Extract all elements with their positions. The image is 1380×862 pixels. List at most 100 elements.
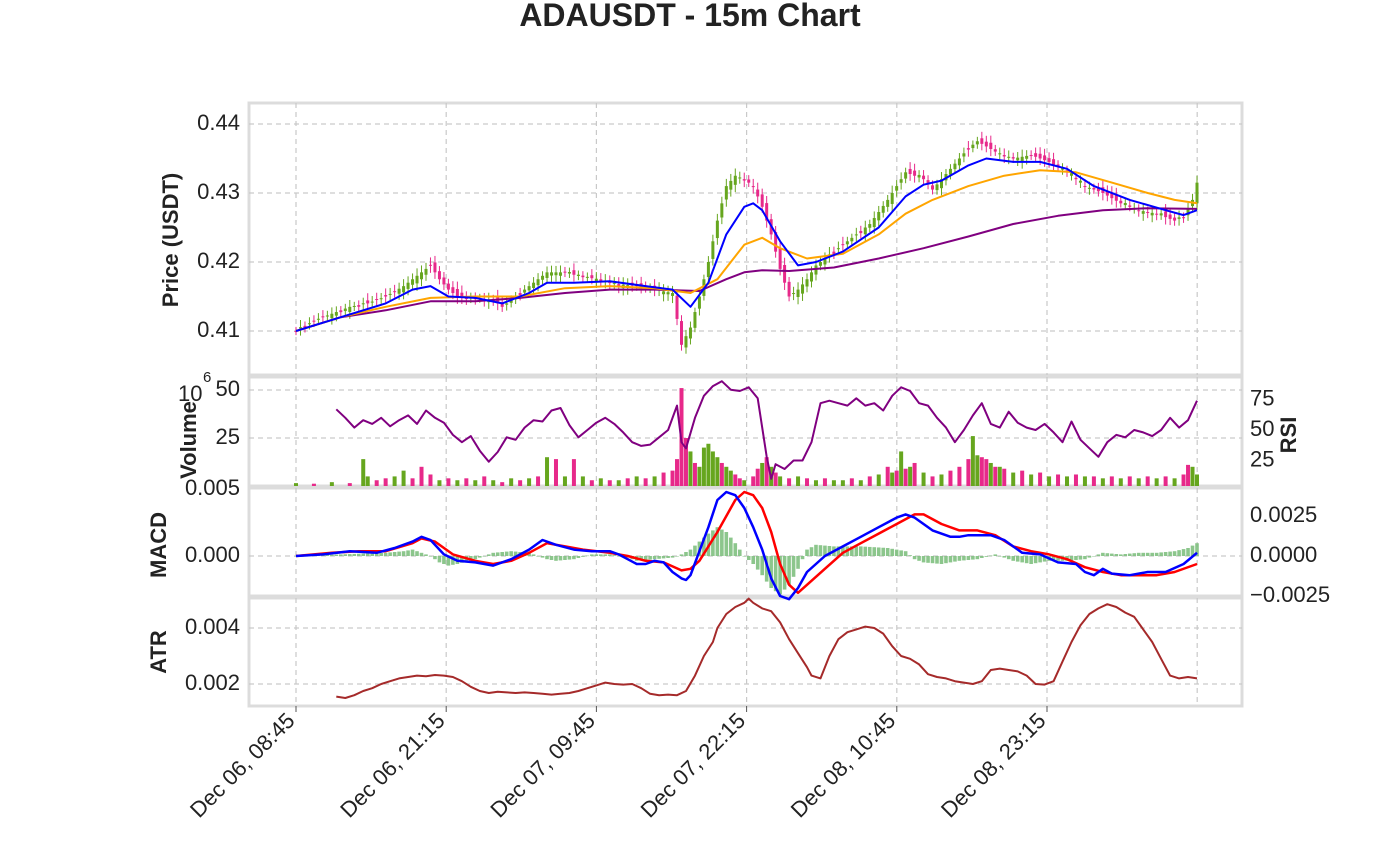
- macd-panel-frame: [247, 486, 1244, 598]
- candle-body: [688, 327, 692, 339]
- macd-histogram-bar: [948, 556, 953, 563]
- macd-histogram-bar: [957, 556, 962, 561]
- macd-histogram-bar: [509, 551, 513, 556]
- macd-histogram-bar: [330, 554, 334, 556]
- candle-body: [339, 310, 343, 313]
- rsi-tick-label: 25: [1250, 446, 1274, 471]
- candle-body: [868, 224, 872, 228]
- candle-body: [599, 279, 603, 282]
- macd-histogram-bar: [773, 556, 778, 592]
- macd-histogram-bar: [778, 556, 782, 595]
- candle-body: [388, 293, 392, 295]
- candle-body: [446, 283, 450, 290]
- volume-bar: [697, 466, 702, 486]
- volume-bar: [1029, 474, 1034, 486]
- volume-bar: [675, 459, 680, 486]
- candle-body: [585, 276, 589, 278]
- volume-bar: [939, 474, 944, 486]
- volume-bar: [1065, 476, 1070, 486]
- candle-body: [801, 284, 805, 294]
- candle-body: [366, 300, 370, 304]
- macd-histogram-bar: [693, 545, 697, 556]
- candle-body: [953, 163, 957, 170]
- macd-histogram-bar: [1006, 556, 1011, 560]
- macd-histogram-bar: [800, 556, 805, 560]
- volume-bar: [1002, 468, 1007, 486]
- candle-body: [1186, 208, 1190, 216]
- macd-histogram-bar: [1038, 556, 1042, 563]
- macd-histogram-bar: [729, 537, 733, 556]
- macd-histogram-bar: [643, 556, 648, 560]
- macd-histogram-bar: [966, 556, 971, 560]
- candle-body: [675, 295, 679, 319]
- volume-bar: [1011, 472, 1016, 486]
- macd-histogram-bar: [733, 543, 738, 556]
- macd-histogram-bar: [576, 556, 581, 558]
- volume-bar: [1154, 478, 1159, 486]
- macd-histogram-bar: [1029, 556, 1033, 564]
- volume-bar: [361, 459, 366, 486]
- candle-body: [1096, 188, 1100, 192]
- volume-bar: [589, 480, 594, 486]
- volume-bar: [683, 438, 688, 486]
- macd-histogram-bar: [684, 552, 688, 556]
- candle-body: [854, 234, 858, 236]
- candle-body: [1038, 153, 1042, 159]
- macd-histogram-bar: [854, 546, 859, 556]
- candle-body: [518, 293, 522, 296]
- volume-bar: [715, 457, 720, 486]
- macd-right-tick-label: 0.0025: [1250, 502, 1317, 527]
- ema-slow-line: [295, 207, 1198, 332]
- macd-histogram-bar: [670, 556, 675, 558]
- volume-bar: [294, 483, 298, 486]
- macd-histogram-bar: [1002, 556, 1007, 558]
- candle-body: [697, 296, 701, 309]
- macd-histogram-bar: [527, 552, 531, 556]
- candle-body: [863, 227, 867, 235]
- candle-body: [554, 272, 558, 276]
- macd-histogram-bar: [388, 552, 392, 556]
- candle-body: [966, 148, 970, 150]
- macd-histogram-bar: [392, 552, 397, 556]
- volume-bar: [840, 480, 845, 486]
- candle-body: [1128, 205, 1132, 207]
- candle-body: [1078, 180, 1082, 183]
- macd-histogram-bar: [1150, 552, 1154, 556]
- rsi-line: [335, 380, 1198, 480]
- candle-body: [895, 186, 899, 191]
- macd-histogram-bar: [1033, 556, 1038, 564]
- volume-bar: [966, 459, 971, 486]
- candle-body: [608, 281, 612, 284]
- candle-body: [505, 303, 509, 305]
- macd-histogram-bar: [787, 556, 791, 585]
- macd-histogram-bar: [424, 554, 428, 556]
- volume-bar: [867, 476, 872, 486]
- candle-body: [729, 180, 733, 190]
- candle-body: [756, 189, 760, 197]
- candle-body: [1182, 217, 1186, 219]
- macd-histogram-bar: [1110, 553, 1114, 556]
- candle-body: [1195, 182, 1199, 204]
- volume-bar: [1186, 464, 1191, 486]
- macd-histogram-bar: [495, 552, 500, 556]
- macd-histogram-bar: [473, 556, 478, 560]
- candle-body: [402, 286, 406, 293]
- volume-axis-label: Volume: [176, 401, 201, 479]
- candle-body: [1105, 191, 1109, 196]
- candle-body: [294, 331, 298, 332]
- volume-bar: [553, 459, 558, 486]
- candle-body: [617, 284, 621, 287]
- volume-bar: [1190, 466, 1195, 486]
- volume-bar: [401, 470, 406, 486]
- macd-histogram-bar: [769, 556, 773, 588]
- macd-histogram-bar: [558, 556, 563, 561]
- tick-labels: 0.41 0.42 0.43 0.44 25 50 25 50 75 0.000 0.005 0.00…: [185, 110, 1330, 823]
- volume-bar: [778, 476, 783, 486]
- atr-line: [336, 597, 1198, 699]
- macd-histogram-bar: [383, 552, 388, 556]
- volume-bar: [984, 459, 989, 486]
- candle-body: [433, 262, 437, 273]
- candle-body: [325, 315, 329, 317]
- macd-histogram-bar: [603, 554, 608, 556]
- volume-bar: [545, 457, 550, 486]
